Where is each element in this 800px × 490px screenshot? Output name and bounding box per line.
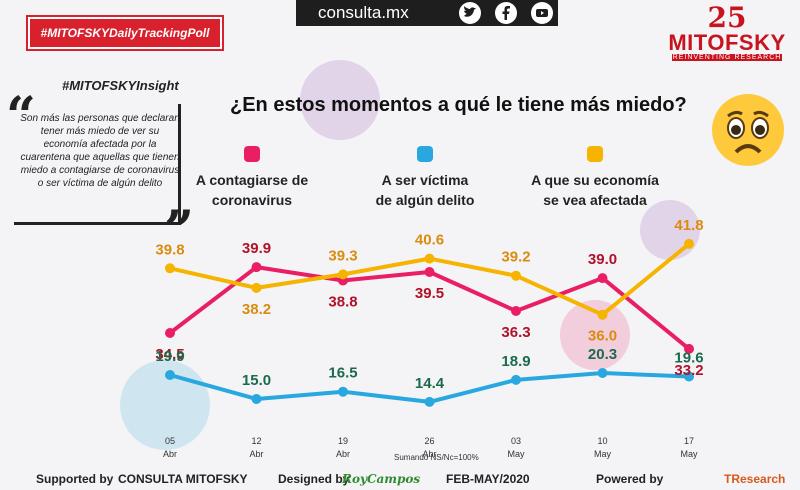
x-tick-label: Abr <box>249 449 263 459</box>
site-name[interactable]: consulta.mx <box>318 3 409 22</box>
data-label: 39.9 <box>242 240 271 257</box>
x-tick-label: May <box>594 449 612 459</box>
x-tick-label: 17 <box>684 436 694 446</box>
data-label: 39.2 <box>501 249 530 266</box>
x-tick-label: 12 <box>251 436 261 446</box>
supported-label: Supported by <box>36 472 114 486</box>
line-chart: 05 Abr 12 Abr 19 Abr 26 Abr 03 May 10 May 17 May 34.5 3… <box>155 217 703 459</box>
x-tick-label: Abr <box>422 449 436 459</box>
data-point <box>424 396 435 407</box>
designer-name: RoyCampos <box>342 472 421 486</box>
sum-note: Sumando NS/Nc=100% <box>394 453 479 462</box>
data-label: 38.2 <box>242 301 271 318</box>
period-label: FEB-MAY/2020 <box>446 472 530 486</box>
x-tick-label: Abr <box>163 449 177 459</box>
x-tick-label: 05 <box>165 436 175 446</box>
powered-label: Powered by <box>596 472 664 486</box>
x-tick-label: Abr <box>336 449 350 459</box>
data-point <box>338 386 348 397</box>
legend-item-economia: A que su economía se vea afectada <box>510 146 680 210</box>
chart-title: ¿En estos momentos a qué le tiene más mi… <box>230 94 687 116</box>
data-point <box>597 368 608 378</box>
data-label: 39.8 <box>155 241 184 258</box>
tracking-poll-tag: #MITOFSKYDailyTrackingPoll <box>28 17 222 49</box>
insight-quote: “ Son más las personas que declaran tene… <box>4 86 194 261</box>
data-label: 39.3 <box>328 247 357 264</box>
data-label: 20.3 <box>588 346 617 363</box>
close-quote-icon: ” <box>164 200 194 261</box>
data-point <box>511 306 521 316</box>
data-label: 33.2 <box>674 362 703 379</box>
data-label: 19.9 <box>155 348 184 365</box>
designed-label: Designed by <box>278 472 350 486</box>
data-label: 34.5 <box>155 346 184 363</box>
legend-swatch <box>587 146 603 162</box>
facebook-icon[interactable] <box>494 1 518 25</box>
data-label: 39.0 <box>588 251 617 268</box>
data-point <box>251 262 262 273</box>
background-virus-decoration <box>300 60 380 140</box>
x-tick-label: 10 <box>597 436 607 446</box>
legend-item-contagio: A contagiarse de coronavirus <box>167 146 337 210</box>
footer-bar: Supported by CONSULTA MITOFSKY Designed … <box>0 470 800 490</box>
x-tick-label: 03 <box>511 436 521 446</box>
data-point <box>251 282 262 293</box>
data-label: 36.3 <box>501 324 530 341</box>
data-point <box>511 374 521 385</box>
background-virus-decoration <box>640 200 700 260</box>
x-tick-label: 19 <box>338 436 348 446</box>
logo-anniversary: 25 <box>707 1 747 34</box>
data-point <box>251 394 262 404</box>
data-point <box>684 238 694 249</box>
insight-tag: #MITOFSKYInsight <box>62 78 179 93</box>
data-point <box>165 370 175 380</box>
insight-text: Son más las personas que declaran tener … <box>20 113 180 189</box>
data-label: 14.4 <box>415 375 445 392</box>
data-point <box>424 267 435 277</box>
legend-label: A que su economía se vea afectada <box>531 172 659 208</box>
legend-item-delito: A ser víctima de algún delito <box>340 146 510 210</box>
logo-subtitle: REINVENTING RESEARCH <box>672 54 782 61</box>
logo-name: MITOFSKY <box>668 30 786 55</box>
legend-swatch <box>417 146 433 162</box>
data-point <box>597 309 608 320</box>
site-bar: consulta.mx <box>296 0 558 26</box>
data-point <box>165 263 175 274</box>
quote-frame <box>14 104 181 225</box>
data-label: 41.8 <box>674 217 703 234</box>
data-point <box>424 253 435 264</box>
data-label: 39.5 <box>415 285 444 302</box>
open-quote-icon: “ <box>6 86 36 147</box>
youtube-icon[interactable] <box>530 1 554 25</box>
data-point <box>684 343 694 354</box>
data-point <box>597 273 608 284</box>
data-label: 16.5 <box>328 365 357 382</box>
supported-brand: CONSULTA MITOFSKY <box>118 472 248 486</box>
legend-swatch <box>244 146 260 162</box>
data-label: 15.0 <box>242 372 271 389</box>
powered-brand: TResearch <box>724 472 786 486</box>
x-tick-label: 26 <box>424 436 434 446</box>
twitter-icon[interactable] <box>458 1 482 25</box>
data-label: 19.6 <box>674 350 703 367</box>
data-point <box>684 371 694 382</box>
data-point <box>338 269 348 280</box>
data-point <box>511 270 521 281</box>
mitofsky-logo: 25 MITOFSKY REINVENTING RESEARCH <box>666 4 788 72</box>
x-tick-label: May <box>680 449 698 459</box>
data-label: 36.0 <box>588 328 617 345</box>
data-point <box>165 328 175 338</box>
data-label: 38.8 <box>328 294 357 311</box>
worried-face-icon <box>712 94 784 166</box>
data-label: 18.9 <box>501 353 530 370</box>
x-tick-label: May <box>507 449 525 459</box>
data-label: 40.6 <box>415 232 444 249</box>
legend-label: A contagiarse de coronavirus <box>195 172 309 208</box>
legend-label: A ser víctima de algún delito <box>375 172 475 208</box>
